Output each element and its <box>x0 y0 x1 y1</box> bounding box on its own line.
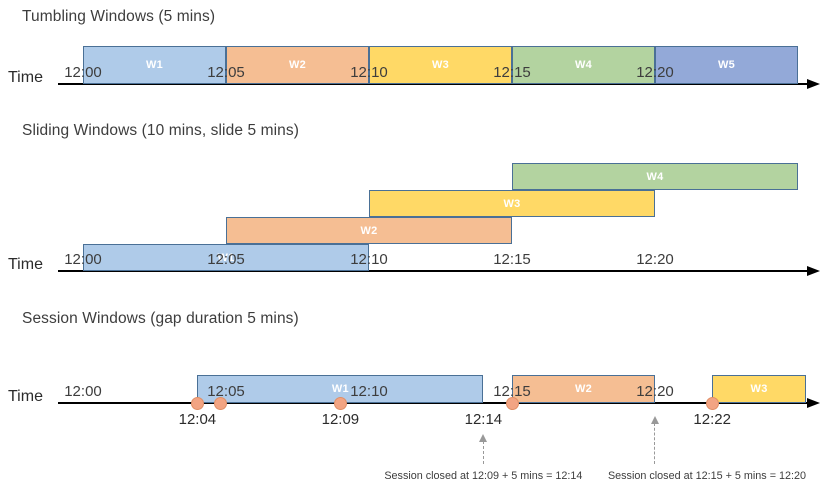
time-axis <box>58 270 808 272</box>
window-label: W2 <box>574 383 593 395</box>
time-axis-arrow-icon <box>807 397 820 408</box>
event-time-label: 12:09 <box>321 411 360 428</box>
window-label: W1 <box>145 59 164 71</box>
tick-label-12-15: 12:15 <box>493 251 531 268</box>
event-dot <box>190 396 204 410</box>
window-label: W1 <box>331 383 349 395</box>
tick-label-12-00: 12:00 <box>64 251 102 268</box>
session-close-time-label: 12:14 <box>464 411 503 428</box>
window-label: W3 <box>431 59 450 71</box>
window-label: W3 <box>503 197 521 210</box>
window-w2: W2 <box>226 46 369 84</box>
tick-label-12-10: 12:10 <box>350 64 388 81</box>
annotation-arrow-line <box>654 423 656 464</box>
window-label: W4 <box>574 59 593 71</box>
tick-label-12-10: 12:10 <box>350 383 388 400</box>
window-w3: W3 <box>369 46 512 84</box>
section-title-sliding: Sliding Windows (10 mins, slide 5 mins) <box>22 122 299 139</box>
time-axis <box>58 83 808 85</box>
window-label: W2 <box>288 59 307 71</box>
section-title-tumbling: Tumbling Windows (5 mins) <box>22 8 216 25</box>
window-w1: W1 <box>83 244 369 271</box>
window-label: W1 <box>217 251 235 264</box>
event-dot <box>505 396 519 410</box>
tick-label-12-20: 12:20 <box>636 64 674 81</box>
time-axis-label: Time <box>8 256 43 273</box>
event-time-label: 12:04 <box>178 411 217 428</box>
window-w4: W4 <box>512 46 655 84</box>
window-w1: W1 <box>83 46 226 84</box>
annotation-arrow-line <box>482 441 484 464</box>
window-w2: W2 <box>512 375 655 403</box>
event-dot <box>333 396 347 410</box>
tick-label-12-05: 12:05 <box>207 64 245 81</box>
tick-label-12-10: 12:10 <box>350 251 388 268</box>
event-time-label: 12:22 <box>693 411 731 428</box>
tick-label-12-15: 12:15 <box>493 383 531 400</box>
event-dot <box>213 396 227 410</box>
tick-label-12-20: 12:20 <box>636 251 674 268</box>
tick-label-12-20: 12:20 <box>636 383 674 400</box>
time-axis-arrow-icon <box>807 78 820 89</box>
window-label: W3 <box>750 383 768 395</box>
window-w2: W2 <box>226 217 512 244</box>
annotation-text: Session closed at 12:15 + 5 mins = 12:20 <box>607 470 807 482</box>
annotation-text: Session closed at 12:09 + 5 mins = 12:14 <box>384 470 583 482</box>
section-title-session: Session Windows (gap duration 5 mins) <box>22 310 299 327</box>
window-w5: W5 <box>655 46 798 84</box>
annotation-arrow-head-icon <box>478 434 487 442</box>
time-axis-label: Time <box>8 388 43 405</box>
time-axis-label: Time <box>8 69 43 86</box>
tick-label-12-05: 12:05 <box>207 251 245 268</box>
annotation-arrow-head-icon <box>650 416 659 424</box>
tick-label-12-05: 12:05 <box>207 383 245 400</box>
tick-label-12-00: 12:00 <box>64 64 102 81</box>
window-w3: W3 <box>369 190 655 217</box>
event-dot <box>705 396 719 410</box>
tick-label-12-15: 12:15 <box>493 64 531 81</box>
window-label: W4 <box>646 170 664 183</box>
tick-label-12-00: 12:00 <box>64 383 102 400</box>
window-label: W5 <box>717 59 736 71</box>
window-label: W2 <box>360 224 378 237</box>
time-axis <box>58 402 808 404</box>
window-w3: W3 <box>712 375 806 403</box>
time-axis-arrow-icon <box>807 265 820 276</box>
window-w4: W4 <box>512 163 798 190</box>
